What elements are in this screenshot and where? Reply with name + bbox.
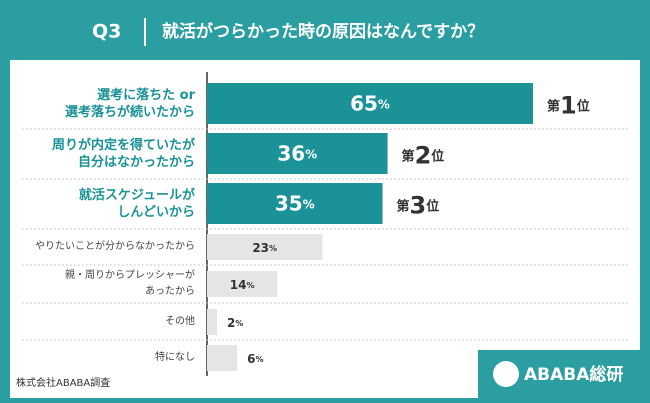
- title: 就活がつらかった時の原因はなんですか？: [162, 21, 484, 42]
- source: 株式会社ABABA調査: [16, 376, 110, 389]
- bar: [207, 83, 533, 124]
- rank-label: 第2位: [402, 142, 445, 170]
- value-label: 2%: [227, 316, 243, 330]
- category-label: その他: [165, 316, 195, 327]
- value-label: 35%: [275, 191, 315, 215]
- rank-label: 第3位: [397, 192, 440, 220]
- bar: [207, 183, 383, 224]
- value-label: 36%: [277, 141, 317, 165]
- category-label: 選考に落ちた or 選考落ちが続いたから: [64, 87, 195, 120]
- category-label: 周りが内定を得ていたが 自分はなかったから: [51, 137, 195, 170]
- category-label: 親・周りからプレッシャーが あったから: [65, 270, 195, 297]
- value-label: 6%: [247, 352, 263, 366]
- category-label: 特になし: [155, 352, 195, 363]
- category-label: 就活スケジュールが しんどいから: [78, 187, 195, 220]
- bar: [207, 309, 218, 335]
- value-label: 14%: [230, 278, 255, 292]
- value-label: 23%: [252, 241, 277, 255]
- bar: [207, 345, 238, 371]
- question: Q3: [92, 21, 121, 43]
- value-label: 65%: [350, 91, 390, 115]
- rank-label: 第1位: [547, 92, 590, 120]
- bar: [207, 234, 323, 260]
- category-label: やりたいことが分からなかったから: [35, 241, 195, 252]
- bar: [207, 133, 388, 174]
- logo-icon: [493, 361, 519, 387]
- bar: [207, 271, 278, 297]
- logo: ABABA総研: [524, 364, 623, 385]
